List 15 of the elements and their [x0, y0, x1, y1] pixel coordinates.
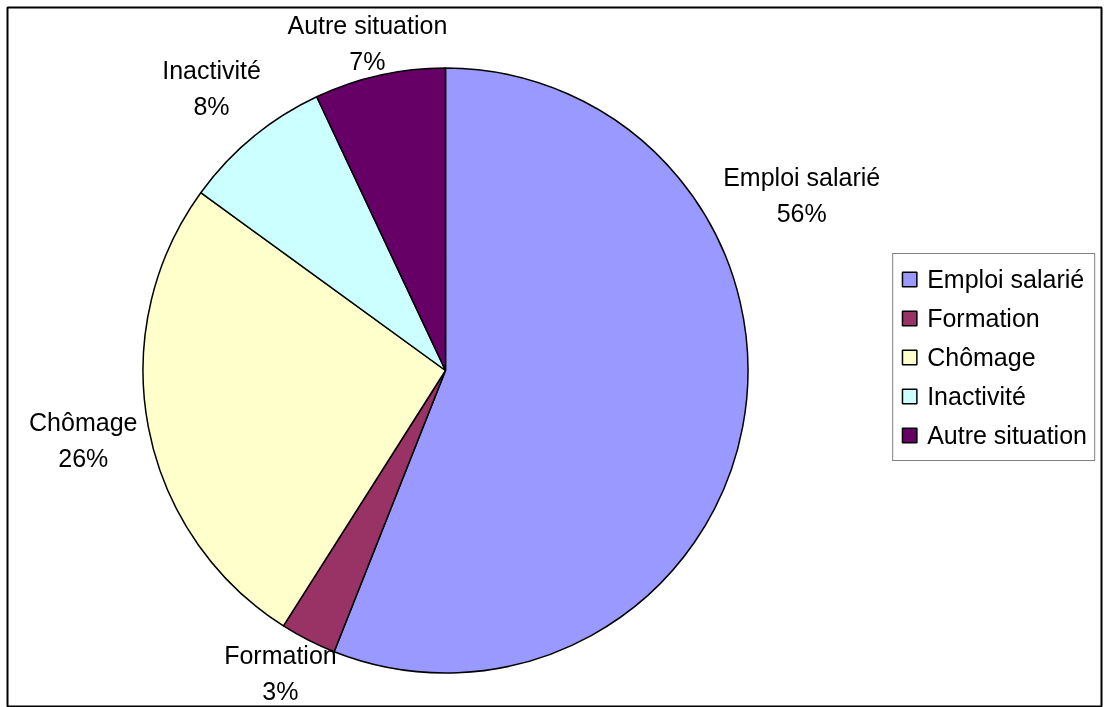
legend-label: Inactivité — [927, 380, 1026, 412]
slice-label: Chômage — [29, 407, 138, 436]
slice-label: Emploi salarié — [723, 163, 881, 192]
data-label: 3% — [262, 677, 299, 705]
slice-label: Formation — [224, 641, 337, 669]
data-label: 56% — [776, 199, 827, 228]
legend-label: Formation — [927, 302, 1040, 334]
data-label: 26% — [58, 443, 109, 472]
data-label: 8% — [193, 91, 230, 120]
legend-label: Autre situation — [927, 419, 1087, 451]
legend-label: Emploi salarié — [927, 263, 1085, 295]
data-label: 7% — [349, 47, 386, 75]
slice-label: Autre situation — [287, 11, 448, 39]
legend-label: Chômage — [927, 341, 1036, 373]
slice-label: Inactivité — [162, 55, 261, 84]
